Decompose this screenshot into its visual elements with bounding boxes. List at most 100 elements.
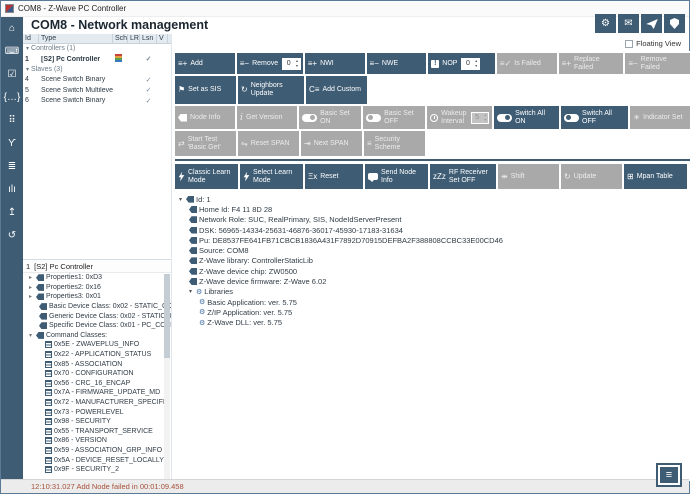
send-button[interactable] (641, 14, 662, 33)
nwe-button[interactable]: ≡− NWE (366, 53, 427, 74)
tree-item[interactable]: 0x98 - SECURITY (23, 417, 171, 427)
reset-history-icon[interactable]: ↺ (7, 230, 17, 241)
tree-item[interactable]: 0x7A - FIRMWARE_UPDATE_MD (23, 388, 171, 398)
floating-view-checkbox[interactable] (625, 39, 634, 48)
serial-api-icon[interactable]: ⌨ (4, 46, 20, 57)
tree-item[interactable]: Z-Wave library: ControllerStaticLib (175, 256, 690, 266)
tree-item[interactable]: ▸ Properties2: 0x16 (29, 283, 101, 291)
tree-item[interactable]: ▸ Properties1: 0xD3 (29, 274, 103, 282)
settings-button[interactable]: ⚙ (595, 14, 616, 33)
col-lsn[interactable]: Lsn (140, 34, 157, 44)
tree-item[interactable]: Specific Device Class: 0x01 - PC_CONTROL (23, 321, 171, 331)
mpan-table-button[interactable]: ⊞ Mpan Table (624, 164, 687, 189)
tree-item[interactable]: DSK: 56965-14334-25631-46876-36017-45930… (175, 225, 690, 235)
tree-item[interactable]: ▾ ⚙ Libraries (189, 287, 234, 297)
topology-icon[interactable]: ⠿ (8, 115, 16, 126)
scrollbar-thumb[interactable] (164, 274, 170, 358)
basic-set-on-button[interactable]: Basic Set ON (299, 106, 362, 129)
network-split-icon[interactable]: ϒ (8, 138, 16, 149)
tree-item[interactable]: Home Id: F4 11 8D 28 (175, 204, 690, 214)
tree-item[interactable]: Z-Wave device firmware: Z-Wave 6.02 (175, 276, 690, 286)
tree-item[interactable]: ⚙ Z-Wave DLL: ver. 5.75 (199, 318, 283, 328)
nop-count-spinner[interactable]: 0 ▲ ▼ (461, 57, 480, 70)
is-failed-button[interactable]: ≡✓ Is Failed (496, 53, 557, 74)
table-row[interactable]: 4 Scene Switch Binary ✓ (23, 75, 171, 86)
next-span-button[interactable]: ⇥ Next SPAN (301, 131, 362, 156)
start-test-basic-get-button[interactable]: ⇄ Start Test 'Basic Get' (175, 131, 236, 156)
get-version-button[interactable]: i Get Version (237, 106, 298, 129)
table-row[interactable]: 6 Scene Switch Binary ✓ (23, 96, 171, 107)
tree-item[interactable]: ▾ Id: 1 (179, 194, 211, 204)
select-learn-mode-button[interactable]: Select Learn Mode (240, 164, 303, 189)
neighbors-update-button[interactable]: ↻ Neighbors Update (238, 76, 304, 104)
tree-item[interactable]: Source: COM8 (175, 245, 690, 255)
send-node-info-button[interactable]: Send Node Info (365, 164, 428, 189)
update-button[interactable]: ↻ Update (561, 164, 622, 189)
tree-item[interactable]: 0x70 - CONFIGURATION (23, 369, 171, 379)
switch-all-on-button[interactable]: Switch All ON (494, 106, 560, 129)
switch-all-off-button[interactable]: Switch All OFF (561, 106, 628, 129)
statistics-icon[interactable]: ılı (8, 184, 16, 195)
col-lr[interactable]: LR (130, 34, 140, 44)
json-braces-icon[interactable]: {…} (3, 92, 21, 103)
tree-item[interactable]: Network Role: SUC, RealPrimary, SIS, Nod… (175, 215, 690, 225)
table-row[interactable]: 5 Scene Switch Multilevel ✓ (23, 85, 171, 96)
reset-span-button[interactable]: ⇋ Reset SPAN (238, 131, 299, 156)
tree-item[interactable]: ⚙ Z/IP Application: ver. 5.75 (199, 307, 293, 317)
col-sch[interactable]: Sch (115, 34, 128, 44)
security-button[interactable] (664, 14, 685, 33)
nwi-button[interactable]: ≡+ NWI (304, 53, 365, 74)
group-row-slaves[interactable]: ▾ Slaves (3) (26, 65, 63, 73)
tree-item[interactable]: Pu: DE8537FE641FB71CBCB1836A431F7892D709… (175, 235, 690, 245)
show-log-button[interactable]: ≡ (656, 463, 682, 487)
tree-item[interactable]: ▾ Command Classes: (29, 331, 108, 339)
tree-item[interactable]: 0x5A - DEVICE_RESET_LOCALLY (23, 455, 171, 465)
nop-button[interactable]: ! NOP 0 ▲ ▼ (428, 53, 495, 74)
tree-item[interactable]: Generic Device Class: 0x02 - STATIC_CONT (23, 311, 171, 321)
col-v[interactable]: V (157, 34, 168, 44)
basic-set-off-button[interactable]: Basic Set OFF (363, 106, 426, 129)
setup-route-icon[interactable]: ☑ (7, 69, 17, 80)
tree-item[interactable]: 0x56 - CRC_16_ENCAP (23, 379, 171, 389)
rf-receiver-set-off-button[interactable]: zZz RF Receiver Set OFF (430, 164, 496, 189)
tree-item[interactable]: 0x5E - ZWAVEPLUS_INFO (23, 340, 171, 350)
remove-failed-button[interactable]: ≡− Remove Failed (625, 53, 690, 74)
wakeup-interval-spinner[interactable]: 5 ▲ ▼ (470, 111, 490, 124)
replace-failed-button[interactable]: ≡+ Replace Failed (558, 53, 624, 74)
command-queue-icon[interactable]: ≣ (7, 161, 17, 172)
tree-item[interactable]: 0x55 - TRANSPORT_SERVICE (23, 427, 171, 437)
group-row-controllers[interactable]: ▾ Controllers (1) (26, 45, 76, 52)
tree-item[interactable]: 0x59 - ASSOCIATION_GRP_INFO (23, 446, 171, 456)
tree-item[interactable]: Basic Device Class: 0x02 - STATIC_CONTRC (23, 302, 171, 312)
security-scheme-button[interactable]: ≡ Security Scheme (364, 131, 425, 156)
col-id[interactable]: Id (23, 34, 39, 44)
tree-item[interactable]: ▸ Properties3: 0x01 (29, 293, 101, 301)
table-row[interactable]: 1 [S2] Pc Controller ✓ (23, 54, 171, 65)
tree-item[interactable]: 0x9F - SECURITY_2 (23, 465, 171, 475)
tree-item[interactable]: 0x22 - APPLICATION_STATUS (23, 350, 171, 360)
remove-button[interactable]: ≡− Remove 0 ▲ ▼ (236, 53, 303, 74)
wakeup-interval-button[interactable]: Wakeup Interval 5 ▲ ▼ (427, 106, 493, 129)
tag-icon (36, 283, 44, 291)
mail-button[interactable]: ✉ (618, 14, 639, 33)
indicator-set-button[interactable]: ☀ Indicator Set (629, 106, 690, 129)
shift-button[interactable]: ⇻ Shift (498, 164, 559, 189)
tree-item[interactable]: 0x85 - ASSOCIATION (23, 359, 171, 369)
reset-button[interactable]: Ξx Reset (305, 164, 363, 189)
tree-item[interactable]: 0x86 - VERSION (23, 436, 171, 446)
node-info-button[interactable]: Node Info (175, 106, 236, 129)
tree-item[interactable]: 0x73 - POWERLEVEL (23, 407, 171, 417)
scrollbar[interactable] (164, 274, 170, 480)
tree-item[interactable]: ⚙ Basic Application: ver. 5.75 (199, 297, 297, 307)
firmware-upload-icon[interactable]: ↥ (7, 207, 17, 218)
tree-item[interactable]: Z-Wave device chip: ZW0500 (175, 266, 690, 276)
col-type[interactable]: Type (39, 34, 113, 44)
home-icon[interactable]: ⌂ (8, 23, 16, 34)
security-scheme-icon (115, 54, 122, 63)
remove-count-spinner[interactable]: 0 ▲ ▼ (282, 57, 301, 70)
add-button[interactable]: ≡+ Add (175, 53, 235, 74)
tree-item[interactable]: 0x72 - MANUFACTURER_SPECIFIC (23, 398, 171, 408)
add-custom-button[interactable]: C≡ Add Custom (306, 76, 367, 104)
classic-learn-mode-button[interactable]: Classic Learn Mode (175, 164, 238, 189)
set-as-sis-button[interactable]: ⚑ Set as SIS (175, 76, 236, 104)
